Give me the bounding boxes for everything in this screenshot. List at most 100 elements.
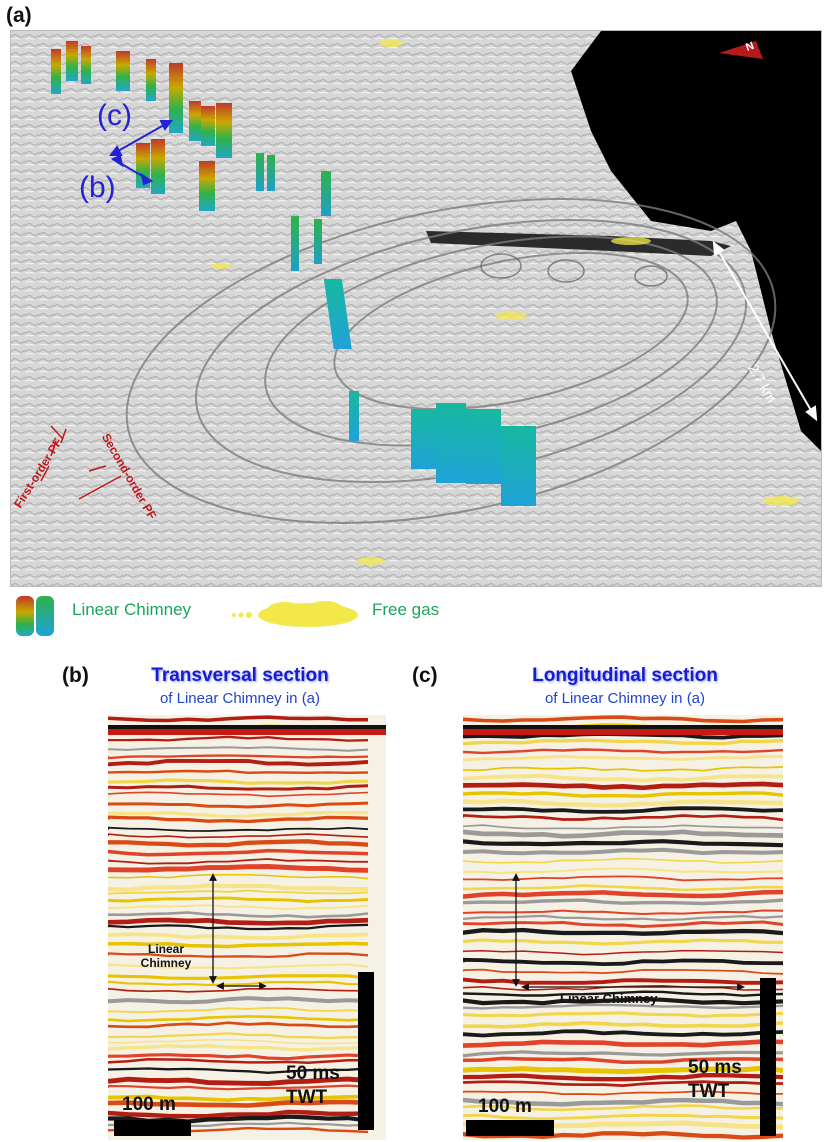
seismic-reflector <box>463 1072 783 1082</box>
seismic-reflector <box>463 1080 783 1087</box>
label-b: (b) <box>79 171 116 204</box>
panel-c-vscale-label: 50 ms TWT <box>688 1056 742 1104</box>
seismic-reflector <box>463 977 783 985</box>
seismic-reflector <box>463 781 783 791</box>
seismic-reflector <box>108 1067 369 1074</box>
seismic-reflector <box>463 1003 783 1010</box>
seismic-reflector <box>108 1076 369 1086</box>
seismic-reflector <box>463 867 783 875</box>
seismic-reflector <box>108 911 369 919</box>
seismic-reflector <box>108 1094 369 1103</box>
seismic-reflector <box>463 1065 783 1075</box>
free-gas-legend-label: Free gas <box>372 600 440 619</box>
panel-c-title: Longitudinal section <box>532 665 718 686</box>
seismic-reflector <box>463 875 783 882</box>
panel-c-hscale-bar <box>466 1120 554 1136</box>
seismic-c-svg <box>463 715 783 1140</box>
seismic-reflector <box>108 1032 369 1040</box>
seismic-reflector <box>108 815 369 824</box>
seismic-reflector <box>463 938 783 946</box>
seismic-reflector <box>463 1131 783 1140</box>
seismic-reflector <box>108 963 369 970</box>
seismic-reflector <box>108 833 369 839</box>
seismic-reflector <box>463 1050 783 1058</box>
seismic-reflector <box>463 1104 783 1112</box>
seismic-reflector <box>463 847 783 856</box>
seismic-reflector <box>108 917 369 926</box>
seismic-reflector <box>463 791 783 798</box>
seismic-reflector <box>108 996 369 1005</box>
panel-b-chimney-label-line2: Chimney <box>140 956 192 970</box>
seismic-reflector <box>463 1090 783 1096</box>
seismic-reflector <box>463 889 783 899</box>
seismic-reflector <box>108 1114 369 1124</box>
seismic-reflector <box>463 773 783 783</box>
panel-b-vscale-label: 50 ms TWT <box>286 1062 340 1110</box>
seismic-reflector <box>463 813 783 822</box>
panel-c-subtitle: of Linear Chimney in (a) <box>544 690 706 707</box>
seismic-reflector <box>108 858 369 865</box>
panel-b-vscale-line1: 50 ms <box>286 1063 340 1084</box>
seismic-reflector <box>463 968 783 975</box>
seismic-reflector <box>108 801 369 809</box>
panel-c-vscale-line1: 50 ms <box>688 1057 742 1078</box>
seismic-reflector <box>463 957 783 967</box>
seismic-reflector <box>108 848 369 857</box>
seismic-reflector <box>108 889 369 895</box>
seismic-reflector <box>108 810 369 819</box>
seismic-reflector <box>463 715 783 724</box>
seismic-reflector <box>108 987 369 993</box>
panel-b-chimney-label-line1: Linear <box>147 942 184 956</box>
seismic-reflector <box>463 824 783 830</box>
seismic-reflector <box>108 873 369 880</box>
panel-b-hscale-label: 100 m <box>122 1094 176 1115</box>
seismic-reflector <box>108 1006 369 1014</box>
seafloor-3d-view: N (c) (b) 2.7 km First-order PF Second-o… <box>10 30 822 587</box>
seismic-reflector <box>463 1097 783 1107</box>
linear-chimney-legend-label: Linear Chimney <box>72 600 192 619</box>
panel-b-letter: (b) <box>62 664 89 687</box>
seismic-reflector <box>463 884 783 892</box>
linear-chimney-legend-icon <box>14 592 59 638</box>
panel-c-vscale-line2: TWT <box>688 1081 730 1102</box>
seismic-reflector <box>463 748 783 755</box>
seismic-reflector <box>463 990 783 997</box>
seismic-reflector <box>108 1058 368 1065</box>
panel-b-subtitle: of Linear Chimney in (a) <box>159 690 321 707</box>
seismic-reflector <box>108 784 369 791</box>
seafloor-3d-svg <box>11 31 821 586</box>
seismic-reflector <box>463 1020 783 1029</box>
seismic-b-svg <box>108 715 386 1140</box>
free-gas-legend-icon <box>230 600 360 630</box>
seismic-reflector <box>108 974 369 980</box>
seismic-reflector <box>463 898 783 906</box>
panel-b-vscale-line2: TWT <box>286 1087 328 1108</box>
seismic-reflector <box>463 798 783 808</box>
panel-b-hscale-bar <box>114 1120 191 1136</box>
seismic-reflector <box>108 952 369 959</box>
seismic-reflector <box>108 1039 369 1045</box>
seismic-reflector <box>463 839 783 848</box>
seismic-reflector <box>108 791 369 798</box>
seismic-reflector <box>463 920 783 929</box>
seismic-reflector <box>108 864 369 873</box>
seismic-reflector <box>108 904 369 911</box>
panel-a-letter: (a) <box>6 4 32 27</box>
seismic-reflector <box>108 754 369 760</box>
seismic-reflector <box>108 778 369 785</box>
seismic-reflector <box>108 1044 369 1052</box>
seismic-reflector <box>108 1099 369 1108</box>
seismic-reflector <box>108 826 369 832</box>
panel-b-title: Transversal section <box>151 665 329 686</box>
label-c: (c) <box>97 99 132 132</box>
panel-c-hscale-label: 100 m <box>478 1096 532 1117</box>
seismic-reflector <box>108 1021 369 1029</box>
seismic-reflector <box>463 914 783 922</box>
seismic-reflector <box>463 1029 783 1038</box>
seismic-reflector <box>108 1084 369 1091</box>
seafloor-reflector <box>463 729 783 735</box>
panel-b-chimney-label: Linear Chimney <box>126 942 206 970</box>
seismic-reflector <box>463 806 783 814</box>
seismic-reflector <box>463 949 783 956</box>
seismic-reflector <box>463 996 783 1006</box>
